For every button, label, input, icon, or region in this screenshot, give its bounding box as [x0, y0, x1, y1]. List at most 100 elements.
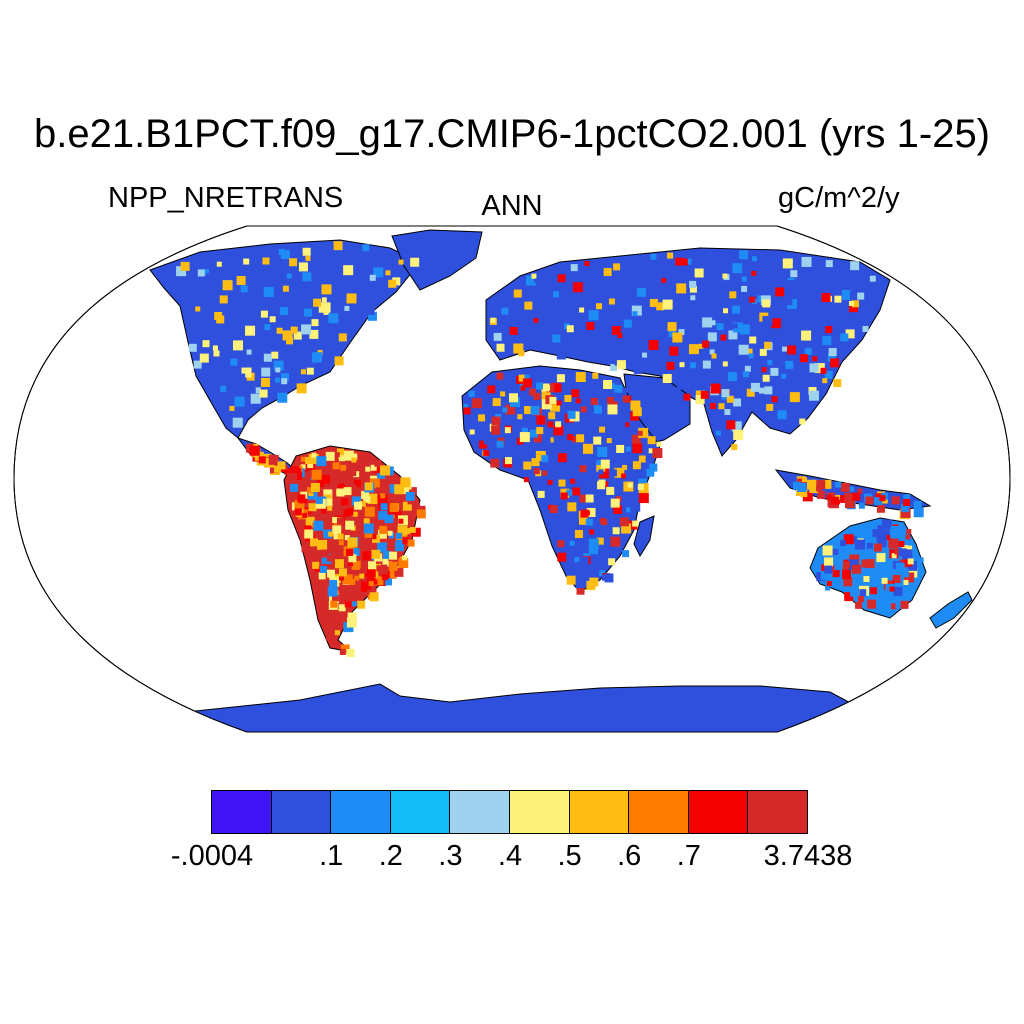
grid-cell [323, 489, 333, 499]
grid-cell [862, 325, 869, 332]
grid-cell [504, 427, 511, 434]
grid-cell [566, 489, 573, 496]
grid-cell [683, 393, 691, 401]
grid-cell [311, 469, 322, 480]
grid-cell [584, 261, 590, 267]
grid-cell [598, 469, 604, 475]
grid-cell [216, 381, 222, 387]
grid-cell [746, 348, 753, 355]
grid-cell [329, 579, 338, 588]
grid-cell [370, 464, 377, 471]
grid-cell [646, 468, 655, 477]
grid-cell [797, 482, 807, 492]
grid-cell [913, 500, 922, 509]
grid-cell [349, 484, 357, 492]
grid-cell [344, 599, 353, 608]
grid-cell [389, 484, 399, 494]
grid-cell [898, 548, 907, 557]
grid-cell [808, 390, 819, 401]
grid-cell [727, 372, 737, 382]
grid-cell [340, 644, 350, 654]
grid-cell [796, 338, 807, 349]
grid-cell [321, 508, 327, 514]
grid-cell [812, 270, 818, 276]
grid-cell [337, 533, 344, 540]
grid-cell [471, 398, 482, 409]
grid-cell [845, 329, 855, 339]
grid-cell [405, 491, 415, 501]
grid-cell [496, 372, 504, 380]
grid-cell [334, 559, 344, 569]
grid-cell [636, 287, 646, 297]
grid-cell [371, 549, 381, 559]
grid-cell [536, 427, 544, 435]
grid-cell [300, 332, 307, 339]
grid-cell [850, 261, 860, 271]
grid-cell [342, 574, 353, 585]
grid-cell [336, 488, 345, 497]
grid-cell [402, 537, 410, 545]
grid-cell [351, 496, 361, 506]
grid-cell [338, 333, 347, 342]
grid-cell [492, 404, 502, 414]
grid-cell [567, 410, 576, 419]
grid-cell [889, 586, 895, 592]
grid-cell [254, 387, 261, 394]
grid-cell [752, 256, 758, 262]
grid-cell [277, 461, 286, 470]
grid-cell [622, 550, 630, 558]
grid-cell [793, 481, 802, 490]
grid-cell [312, 356, 319, 363]
grid-cell [394, 511, 402, 519]
grid-cell [598, 479, 606, 487]
grid-cell [557, 552, 567, 562]
grid-cell [369, 274, 376, 281]
grid-cell [888, 538, 899, 549]
grid-cell [599, 517, 606, 524]
grid-cell [698, 343, 704, 349]
grid-cell [416, 509, 426, 519]
grid-cell [280, 373, 289, 382]
grid-cell [578, 557, 589, 568]
grid-cell [338, 483, 344, 489]
grid-cell [612, 527, 620, 535]
grid-cell [321, 355, 329, 363]
grid-cell [254, 272, 263, 281]
grid-cell [675, 257, 684, 266]
grid-cell [723, 308, 729, 314]
grid-cell [278, 248, 285, 255]
grid-cell [599, 570, 606, 577]
grid-cell [900, 507, 911, 518]
grid-cell [394, 484, 405, 495]
grid-cell [310, 538, 319, 547]
grid-cell [834, 295, 842, 303]
grid-cell [843, 577, 853, 587]
grid-cell [490, 317, 496, 323]
grid-cell [918, 557, 924, 563]
grid-cell [680, 258, 688, 266]
grid-cell [624, 422, 630, 428]
grid-cell [522, 378, 532, 388]
grid-cell [301, 544, 310, 553]
units-label: gC/m^2/y [778, 182, 900, 214]
grid-cell [822, 378, 828, 384]
grid-cell [310, 482, 320, 492]
antarctica-landmass [158, 683, 861, 732]
grid-cell [398, 518, 404, 524]
grid-cell [548, 412, 556, 420]
grid-cell [603, 268, 612, 277]
grid-cell [277, 392, 288, 403]
grid-cell [377, 529, 387, 539]
grid-cell [388, 561, 398, 571]
grid-cell [718, 403, 725, 410]
grid-cell [678, 329, 685, 336]
grid-cell [487, 385, 496, 394]
grid-cell [571, 436, 578, 443]
colorbar-swatch-6 [568, 790, 630, 834]
grid-cell [294, 499, 305, 510]
grid-cell [588, 545, 598, 555]
grid-cell [320, 565, 328, 573]
grid-cell [625, 446, 631, 452]
grid-cell [877, 538, 887, 548]
grid-cell [858, 595, 865, 602]
